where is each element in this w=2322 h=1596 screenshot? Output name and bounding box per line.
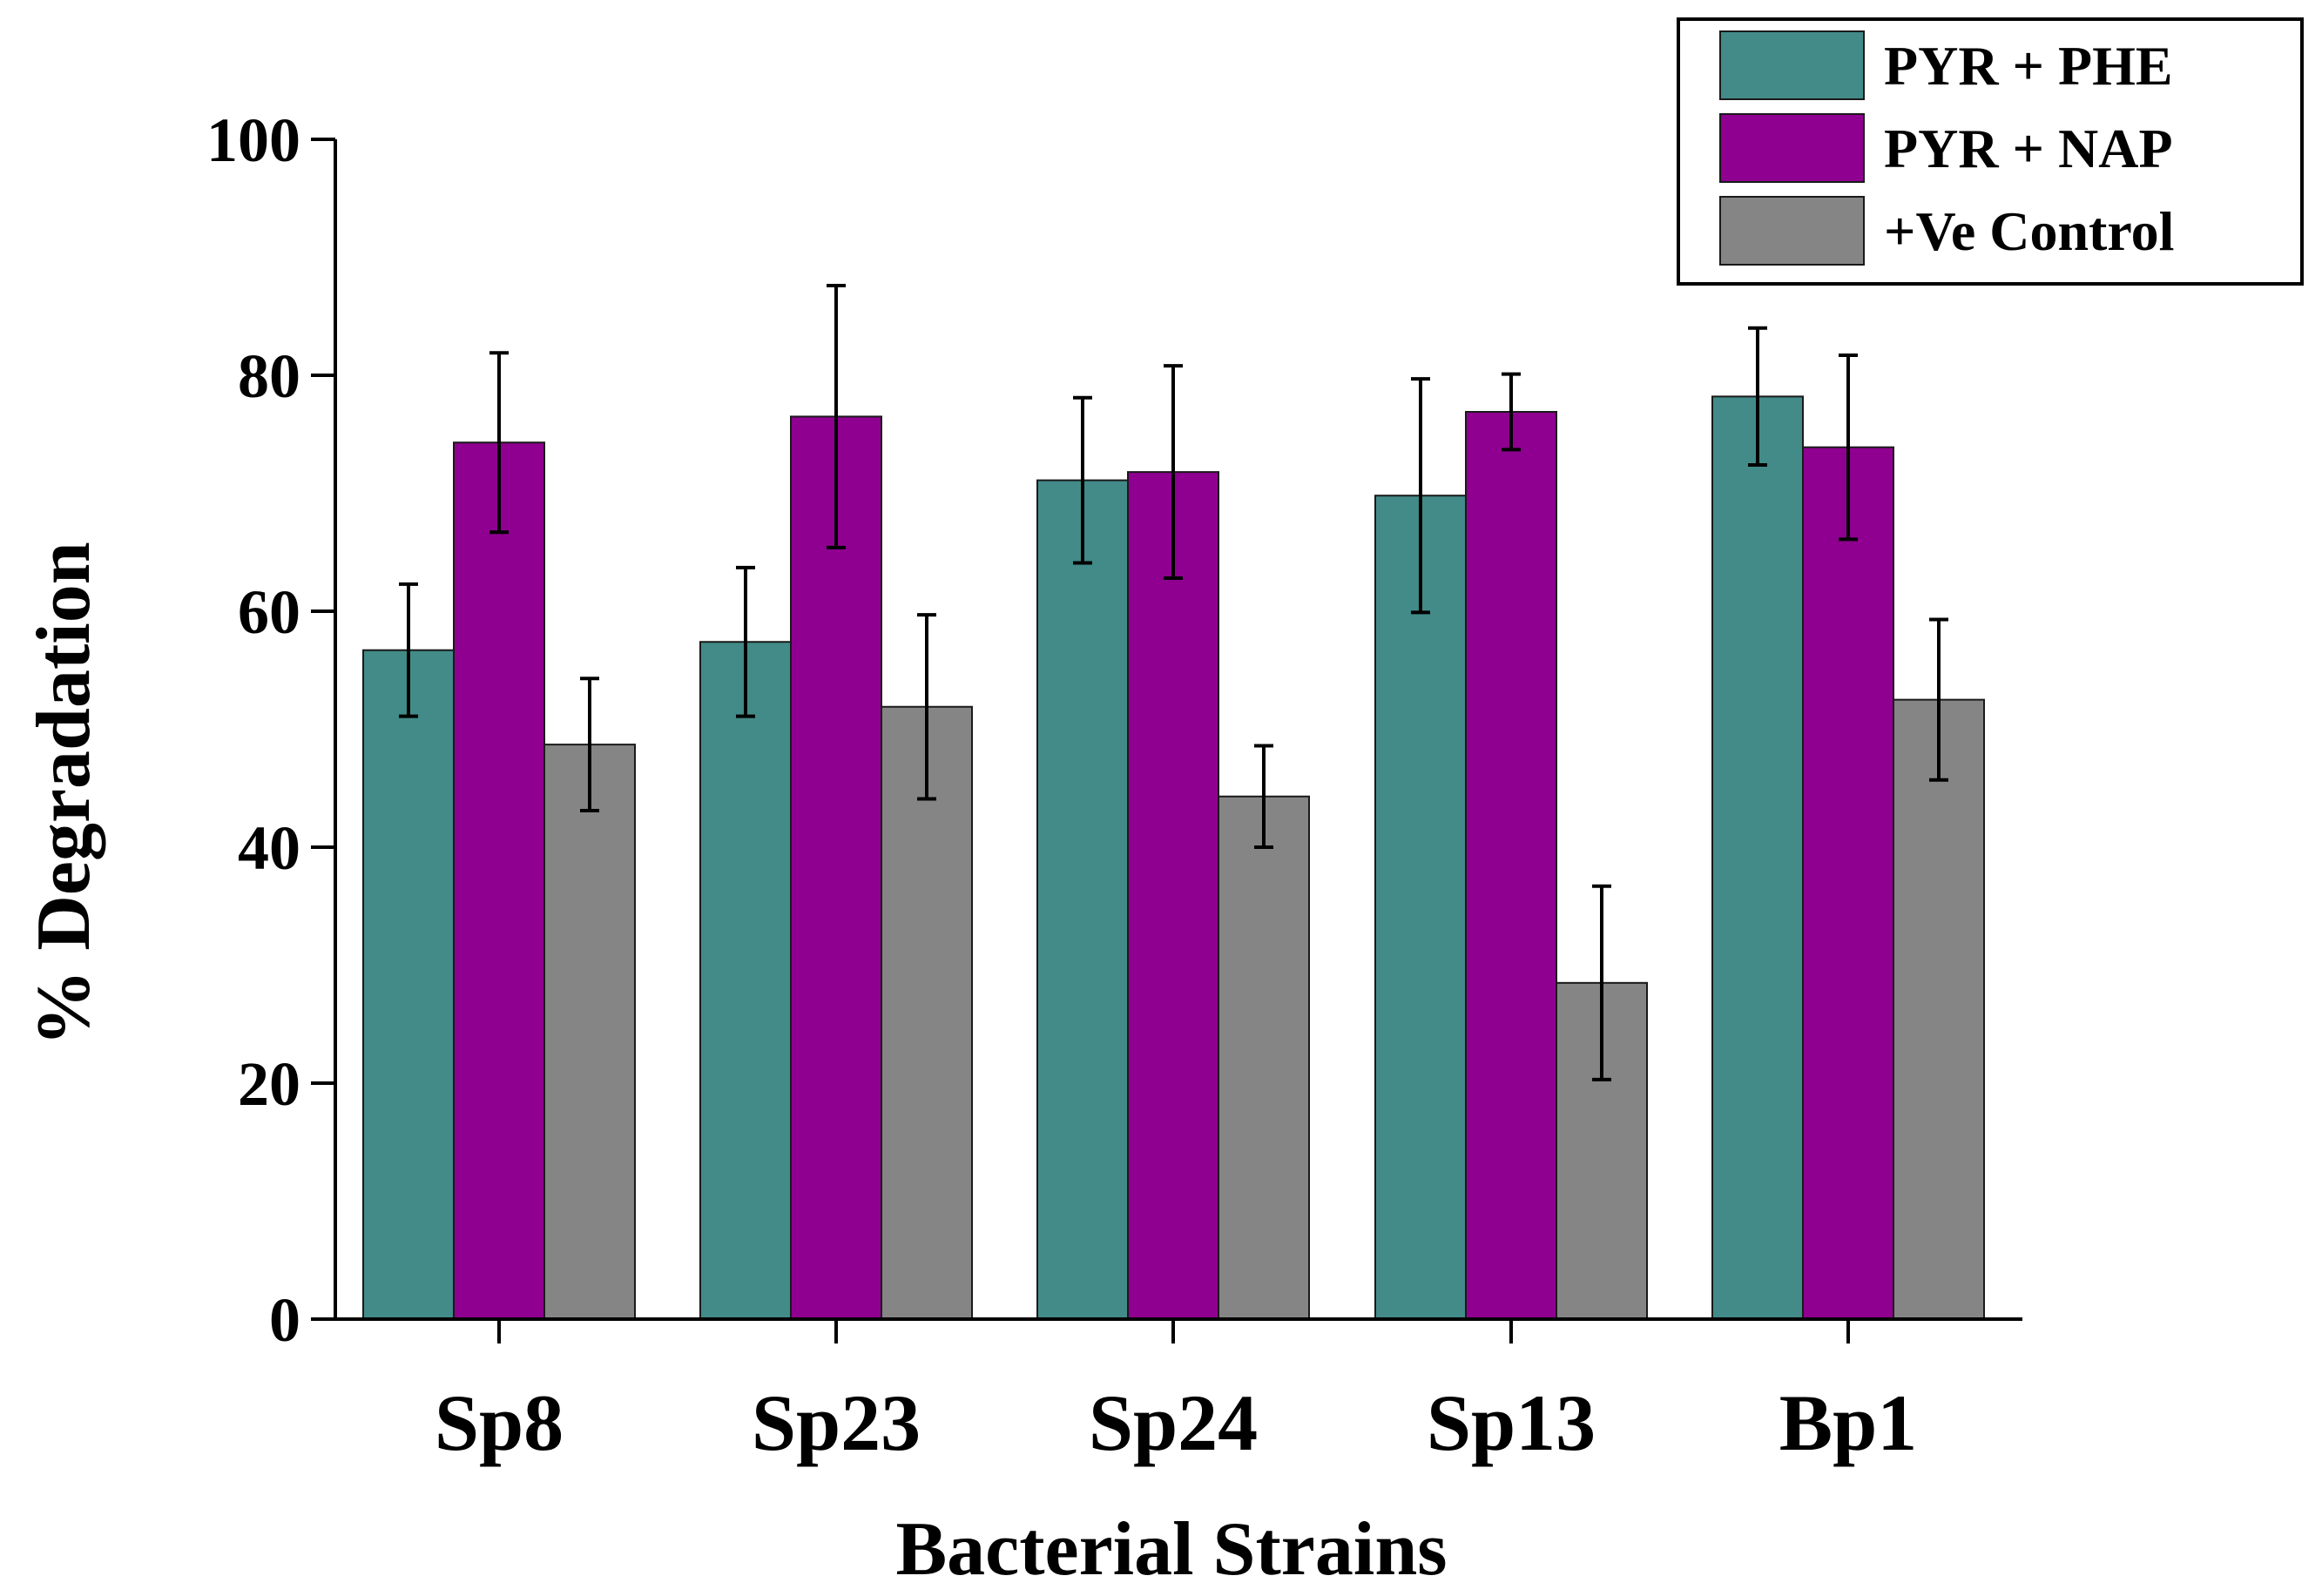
- y-tick-label-80: 80: [238, 341, 300, 411]
- bar-bp1-series-1: [1802, 446, 1894, 1320]
- legend-label-0: PYR + PHE: [1884, 35, 2173, 97]
- bar-sp13-series-0: [1374, 495, 1467, 1320]
- y-axis-title: % Degradation: [22, 542, 106, 1046]
- bar-sp23-series-2: [881, 705, 973, 1320]
- bar-sp8-series-1: [453, 441, 545, 1320]
- bar-sp8-series-0: [362, 649, 455, 1320]
- x-tick-label-sp24: Sp24: [1089, 1378, 1258, 1467]
- bar-sp24-series-1: [1127, 471, 1219, 1320]
- legend-swatch-0: [1719, 30, 1865, 100]
- bar-sp23-series-1: [790, 415, 882, 1320]
- bar-sp13-series-1: [1465, 411, 1557, 1320]
- legend-label-1: PYR + NAP: [1884, 118, 2173, 179]
- x-tick-label-sp23: Sp23: [752, 1378, 921, 1467]
- bar-bp1-series-2: [1893, 698, 1985, 1320]
- bar-sp8-series-2: [543, 744, 636, 1320]
- bar-sp24-series-0: [1036, 479, 1129, 1320]
- bar-bp1-series-0: [1711, 395, 1804, 1320]
- legend-swatch-2: [1719, 196, 1865, 266]
- bar-sp24-series-2: [1218, 795, 1310, 1320]
- y-tick-label-40: 40: [238, 813, 300, 883]
- x-tick-label-sp13: Sp13: [1427, 1378, 1596, 1467]
- y-tick-label-20: 20: [238, 1049, 300, 1119]
- y-tick-label-60: 60: [238, 577, 300, 647]
- legend-label-2: +Ve Control: [1884, 200, 2174, 262]
- x-tick-label-bp1: Bp1: [1779, 1378, 1918, 1467]
- bar-sp23-series-0: [699, 641, 792, 1320]
- y-tick-label-100: 100: [206, 105, 300, 175]
- x-tick-label-sp8: Sp8: [435, 1378, 564, 1467]
- y-tick-label-0: 0: [269, 1285, 300, 1355]
- x-axis-title: Bacterial Strains: [895, 1507, 1447, 1592]
- legend-swatch-1: [1719, 113, 1865, 183]
